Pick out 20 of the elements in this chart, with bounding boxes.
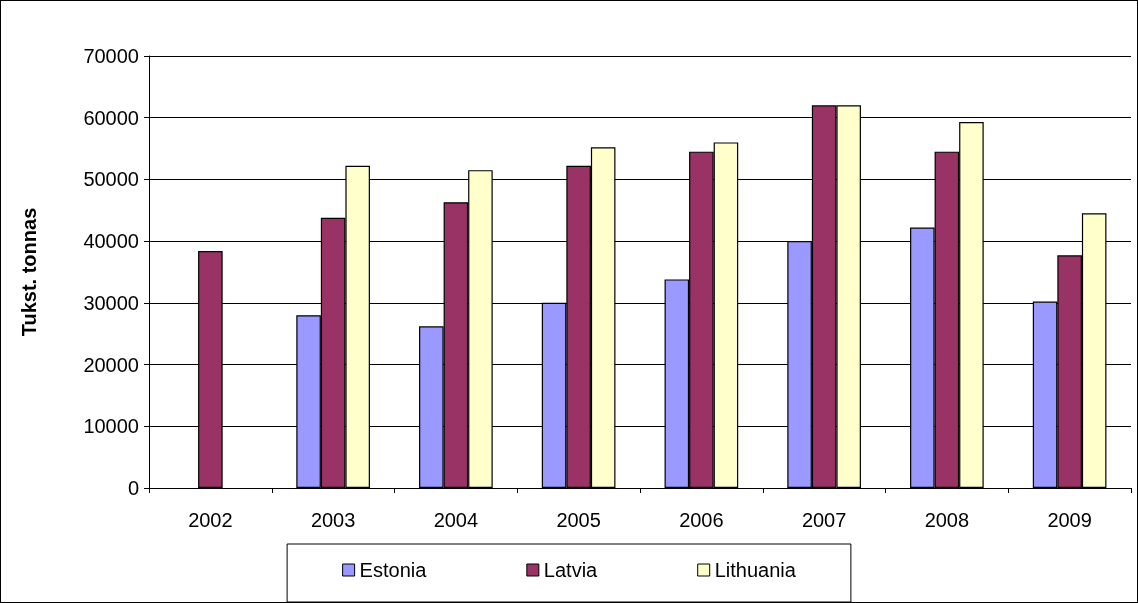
y-tick-label: 10000 [83, 415, 139, 438]
x-tick-label: 2003 [310, 509, 356, 531]
y-tick-label: 60000 [83, 106, 139, 129]
y-axis-title: Tukst. tonnas [18, 207, 40, 337]
x-tick-label: 2004 [433, 509, 479, 531]
legend-label: Latvia [543, 559, 599, 581]
x-tick-label: 2007 [801, 509, 847, 531]
legend-label: Lithuania [714, 559, 797, 581]
legend-label: Estonia [359, 559, 428, 581]
x-tick-label: 2005 [556, 509, 601, 531]
x-tick-label: 2002 [188, 509, 233, 531]
y-tick-label: 0 [127, 477, 139, 499]
y-tick-label: 20000 [83, 353, 139, 376]
y-tick-label: 70000 [83, 45, 139, 67]
y-tick-label: 40000 [83, 230, 139, 253]
x-tick-label: 2009 [1047, 509, 1092, 531]
x-tick-label: 2008 [924, 509, 970, 531]
y-tick-label: 30000 [83, 291, 139, 314]
y-tick-label: 50000 [83, 168, 139, 191]
x-tick-label: 2006 [679, 509, 724, 531]
